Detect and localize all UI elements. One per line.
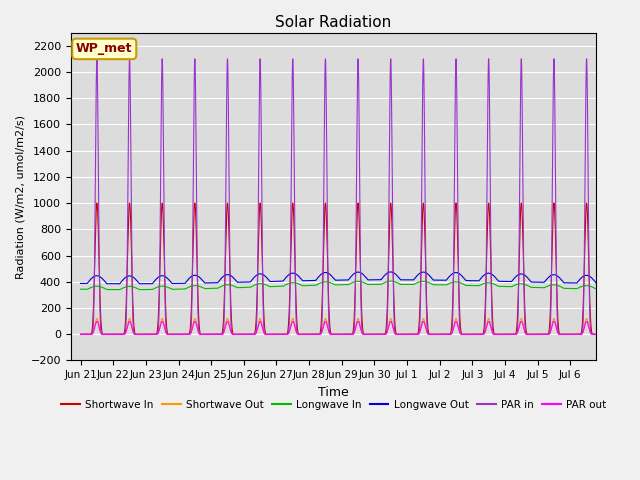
X-axis label: Time: Time (318, 386, 349, 399)
Text: WP_met: WP_met (76, 42, 132, 55)
Legend: Shortwave In, Shortwave Out, Longwave In, Longwave Out, PAR in, PAR out: Shortwave In, Shortwave Out, Longwave In… (57, 396, 610, 414)
Y-axis label: Radiation (W/m2, umol/m2/s): Radiation (W/m2, umol/m2/s) (15, 115, 25, 278)
Title: Solar Radiation: Solar Radiation (275, 15, 392, 30)
